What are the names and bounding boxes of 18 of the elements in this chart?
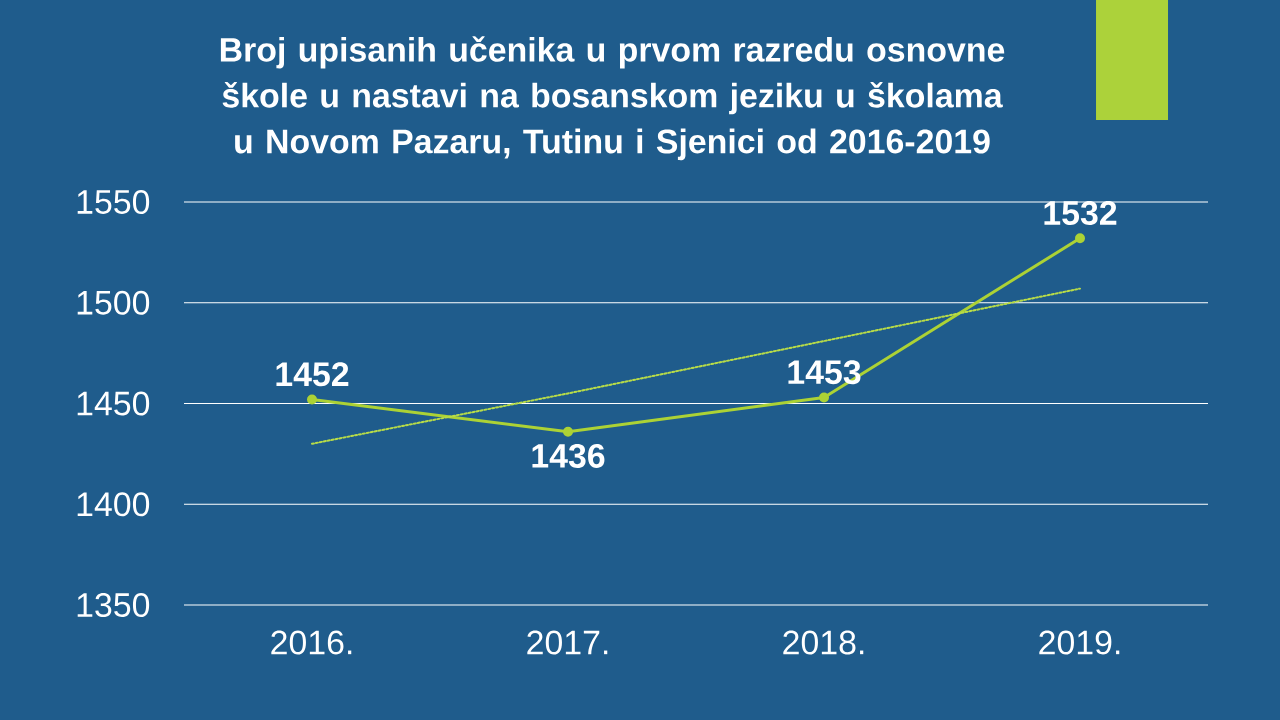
y-tick-label: 1500 (77, 290, 150, 315)
point (563, 426, 573, 437)
y-tick-label: 1400 (77, 492, 150, 517)
data-label: 1532 (1044, 201, 1117, 226)
y-tick-label: 1350 (77, 593, 150, 617)
x-tick-label: 2018. (783, 630, 864, 655)
point (307, 394, 317, 405)
data-label: 1453 (788, 360, 861, 385)
x-tick-label: 2017. (527, 630, 608, 655)
data-label: 1452 (276, 362, 349, 387)
x-tick-label: 2016. (271, 630, 352, 655)
y-tick-label: 1550 (77, 190, 150, 214)
point (1075, 233, 1085, 244)
data-label: 1436 (532, 443, 605, 468)
y-tick-label: 1450 (77, 391, 150, 416)
point (819, 392, 829, 403)
chart-title: Broj upisanih učenika u prvom razredu osnovne škole u nastavi na bosanskom jeziku u školama u Novom Pazaru, Tutinu i Sjenici od 2016-2019 (220, 36, 1005, 161)
x-tick-label: 2019. (1039, 630, 1120, 655)
